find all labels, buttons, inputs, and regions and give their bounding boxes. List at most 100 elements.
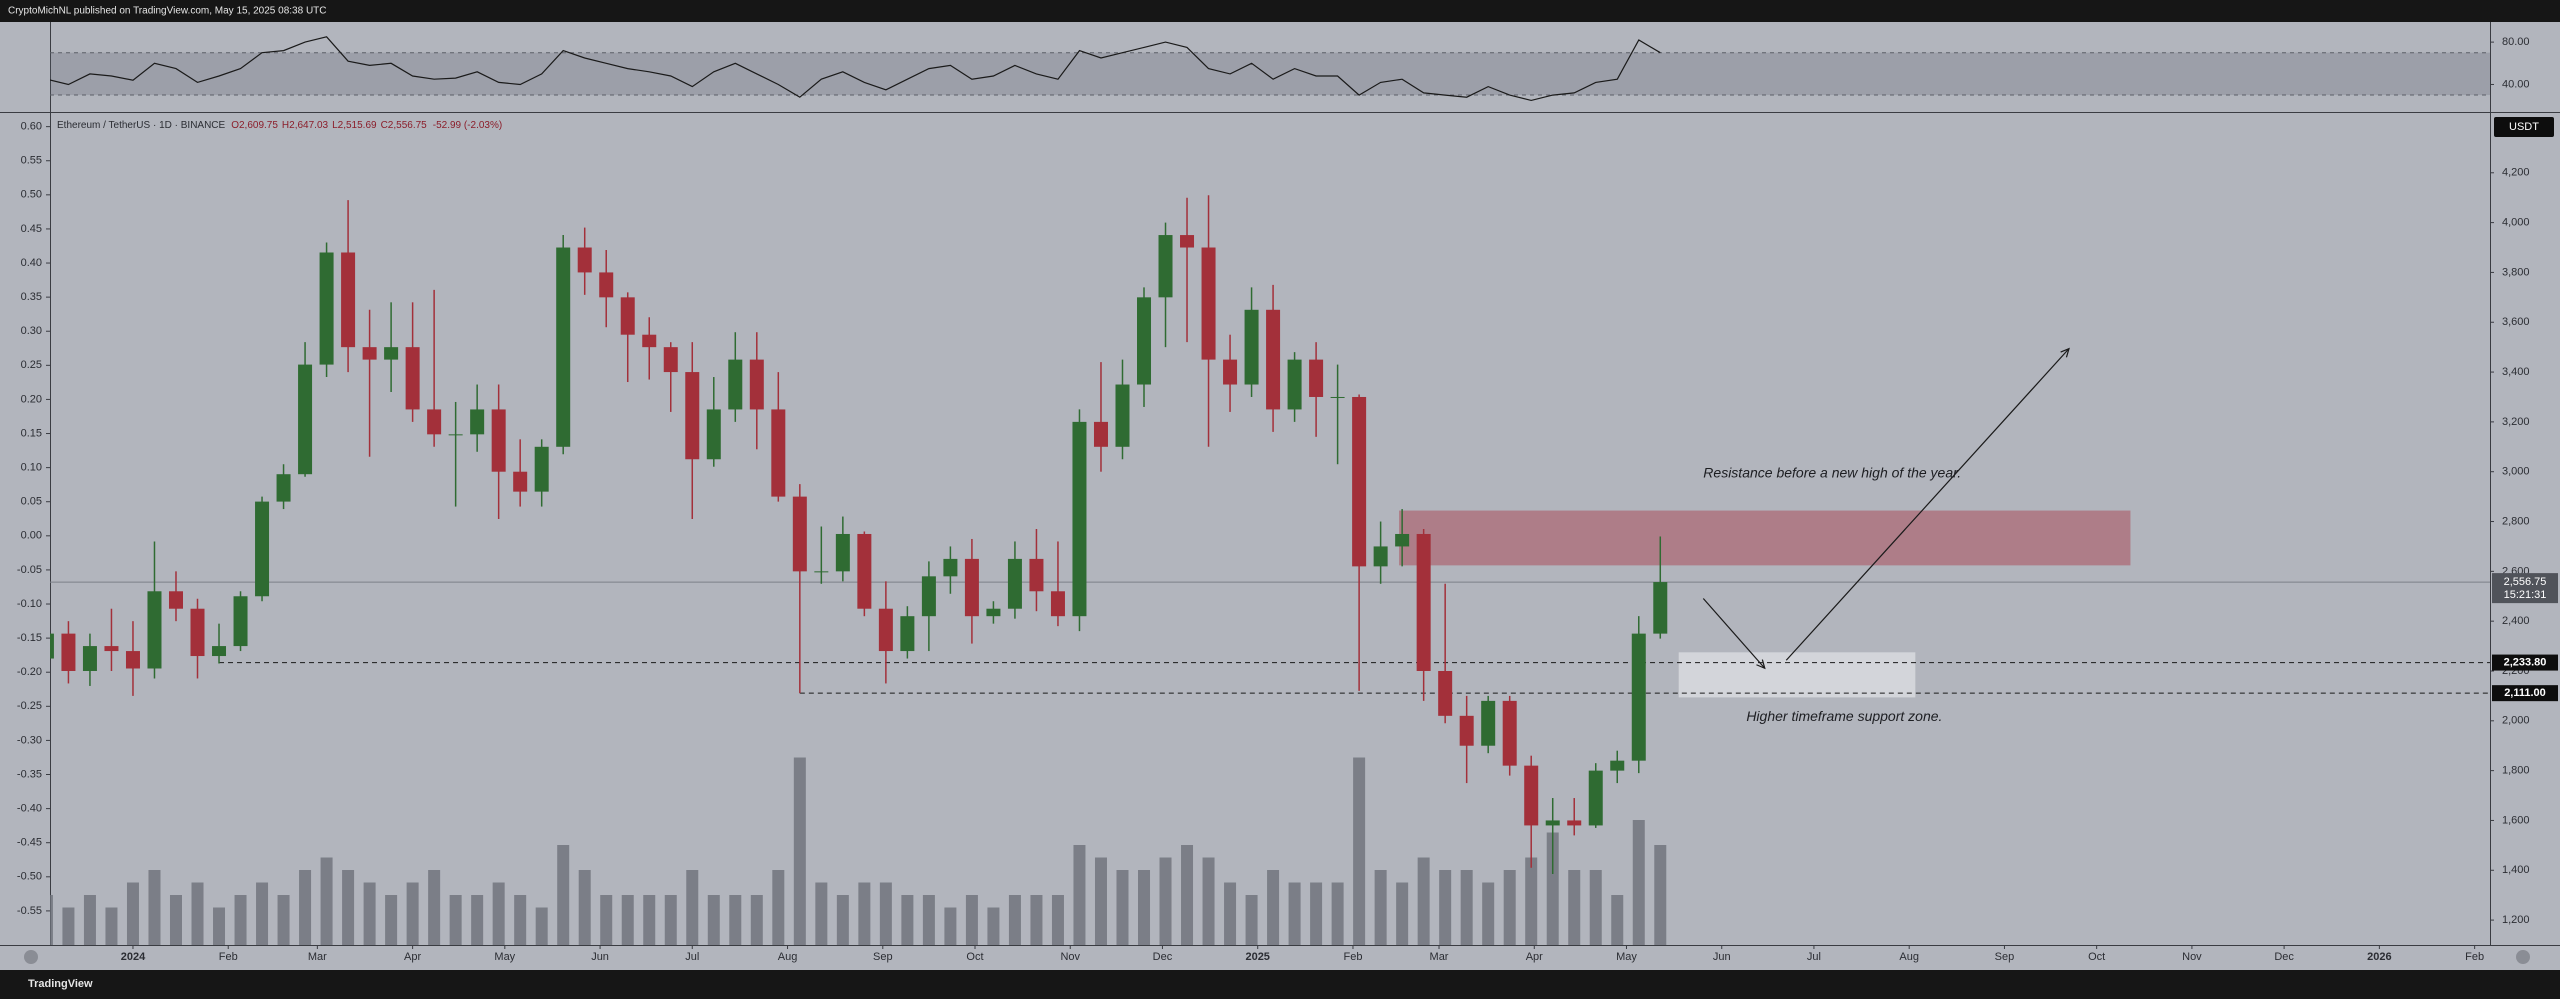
candle-body: [1330, 396, 1345, 398]
candle-body: [878, 608, 893, 652]
left-y-tick-label: -0.50: [17, 871, 42, 883]
candle-body: [1545, 820, 1560, 826]
x-tick-label: Sep: [873, 951, 893, 963]
candle-body: [298, 364, 313, 475]
plot-area: Resistance before a new high of the year…: [50, 195, 2490, 945]
candle-body: [384, 347, 399, 360]
candle-body: [448, 434, 463, 436]
candle-body: [534, 446, 549, 492]
candle-body: [1029, 558, 1044, 592]
left-y-tick-label: 0.05: [21, 496, 42, 508]
candle-body: [1438, 670, 1453, 716]
left-y-tick-label: 0.00: [21, 530, 42, 542]
candle-body: [1072, 421, 1087, 617]
left-y-tick-label: -0.15: [17, 632, 42, 644]
x-tick-label: Mar: [1430, 951, 1449, 963]
candle-body: [362, 347, 377, 360]
arrow-head: [1756, 659, 1766, 670]
x-tick-label: Feb: [2465, 951, 2484, 963]
volume-bar: [858, 882, 871, 945]
scroll-button[interactable]: [2516, 950, 2530, 964]
y-tick-label: 3,600: [2502, 316, 2530, 328]
candle-body: [513, 471, 528, 492]
candle-body: [1201, 247, 1216, 360]
x-tick-label: 2026: [2367, 951, 2391, 963]
ohlc-low: L2,515.69: [332, 120, 377, 131]
candle-body: [1395, 533, 1410, 547]
candle-body: [255, 501, 270, 597]
y-tick-label: 3,400: [2502, 366, 2530, 378]
volume-bar: [922, 895, 935, 945]
volume-bar: [600, 895, 613, 945]
volume-bar: [299, 870, 312, 945]
x-tick-label: Feb: [219, 951, 238, 963]
publisher-text: CryptoMichNL published on TradingView.co…: [8, 6, 327, 17]
y-tick-label: 3,000: [2502, 466, 2530, 478]
scroll-button[interactable]: [24, 950, 38, 964]
volume-bar: [1116, 870, 1129, 945]
candle-body: [685, 372, 700, 460]
volume-bar: [987, 907, 1000, 945]
x-tick-label: Apr: [404, 951, 421, 963]
volume-bar: [1224, 882, 1237, 945]
candle-body: [341, 252, 356, 348]
volume-bar: [557, 845, 570, 945]
left-y-tick-label: -0.45: [17, 837, 42, 849]
candle-body: [1244, 309, 1259, 385]
candle-body: [620, 297, 635, 335]
left-y-tick-label: 0.60: [21, 121, 42, 133]
x-tick-label: Dec: [2274, 951, 2294, 963]
left-y-tick-label: -0.20: [17, 666, 42, 678]
ohlc-open: O2,609.75: [231, 120, 278, 131]
level-label-box: [2492, 685, 2558, 702]
volume-bar: [1611, 895, 1624, 945]
y-tick-label: 2,800: [2502, 515, 2530, 527]
y-tick-label: 1,400: [2502, 864, 2530, 876]
candle-body: [1653, 582, 1668, 634]
ohlc-change: -52.99 (-2.03%): [433, 120, 502, 131]
arrow-head: [2060, 347, 2070, 358]
rsi-tick-label: 80.00: [2502, 36, 2530, 48]
volume-bar: [234, 895, 247, 945]
volume-bar: [1568, 870, 1581, 945]
x-tick-label: Aug: [1899, 951, 1919, 963]
candle-body: [1373, 546, 1388, 567]
y-tick-label: 2,000: [2502, 715, 2530, 727]
volume-bar: [1546, 832, 1559, 945]
candle-body: [1007, 558, 1022, 609]
volume-bar: [729, 895, 742, 945]
volume-bar: [169, 895, 182, 945]
countdown: 15:21:31: [2504, 589, 2547, 601]
x-tick-label: Jun: [591, 951, 609, 963]
volume-bar: [492, 882, 505, 945]
x-tick-label: 2025: [1245, 951, 1269, 963]
volume-bar: [50, 895, 53, 945]
annotation: Resistance before a new high of the year…: [1703, 464, 1961, 480]
candle-body: [964, 558, 979, 617]
volume-bar: [1008, 895, 1021, 945]
left-y-tick-label: -0.25: [17, 700, 42, 712]
ohlc-close: C2,556.75: [381, 120, 428, 131]
candle-body: [943, 558, 958, 577]
x-tick-label: Nov: [1060, 951, 1080, 963]
x-tick-label: May: [494, 951, 515, 963]
candle-body: [470, 409, 485, 435]
volume-bar: [836, 895, 849, 945]
left-y-tick-label: 0.55: [21, 155, 42, 167]
volume-bar: [1094, 857, 1107, 945]
currency: USDT: [2509, 121, 2539, 133]
left-y-tick-label: -0.10: [17, 598, 42, 610]
volume-bar: [815, 882, 828, 945]
y-tick-label: 4,000: [2502, 217, 2530, 229]
left-y-tick-label: 0.35: [21, 291, 42, 303]
volume-bar: [256, 882, 269, 945]
candle-body: [792, 496, 807, 572]
x-tick-label: Apr: [1526, 951, 1543, 963]
volume-bar: [965, 895, 978, 945]
candle-body: [577, 247, 592, 273]
currency-box[interactable]: [2494, 117, 2554, 137]
bottom-bar: [0, 970, 2560, 999]
y-tick-label: 1,600: [2502, 814, 2530, 826]
